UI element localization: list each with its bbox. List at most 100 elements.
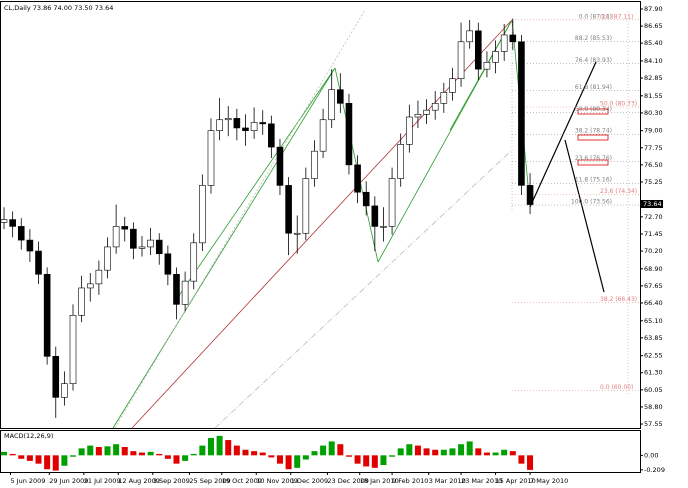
candle-body [406, 116, 413, 145]
fib-label: 61.8 (81.94) [575, 84, 612, 91]
x-tick-label: 7 May 2010 [530, 477, 568, 485]
candle-body [147, 239, 154, 248]
candle-body [69, 315, 77, 384]
x-tick-label: 10 Nov 2009 [256, 477, 298, 485]
histogram-bar [259, 452, 266, 456]
histogram-bar [328, 441, 335, 456]
histogram-bar [130, 451, 137, 456]
histogram-bar [501, 449, 508, 456]
candle-body [388, 178, 396, 227]
histogram-bar [371, 455, 378, 468]
dotted-line [114, 9, 366, 429]
y-tick-label: 79.00 [644, 127, 663, 135]
candle-body [61, 383, 68, 398]
candle-body [35, 250, 42, 275]
y-tick-label: 65.10 [644, 317, 663, 325]
fib-label: 38.2 (66.43) [600, 296, 637, 303]
projection-line [529, 61, 597, 208]
histogram-bar [199, 445, 206, 456]
candle-body [86, 283, 94, 289]
candle-body [181, 280, 189, 305]
y-tick-label: 62.55 [644, 352, 663, 360]
histogram-bar [509, 451, 516, 456]
candle-body [526, 185, 534, 205]
candle-body [276, 146, 284, 186]
histogram-bar [268, 455, 275, 458]
y-tick-label: 82.85 [644, 74, 663, 82]
histogram-bar [423, 448, 430, 456]
candle-body [492, 51, 499, 63]
y-tick-label: 58.80 [644, 403, 663, 411]
candle-body [302, 178, 310, 234]
candle-body [354, 164, 361, 193]
x-tick-label: 19 Oct 2009 [222, 477, 262, 485]
candle-body [250, 122, 258, 131]
histogram-bar [113, 444, 120, 456]
candle-body [9, 219, 16, 227]
histogram-bar [518, 455, 525, 464]
x-tick-label: 25 Sep 2009 [189, 477, 230, 485]
candle-body [337, 89, 344, 104]
x-tick-label: 29 Jun 2009 [49, 477, 88, 485]
fib-label: 11.8 (75.16) [575, 177, 612, 184]
x-tick-label: 15 Apr 2010 [496, 477, 536, 485]
y-tick-label: 76.50 [644, 161, 663, 169]
histogram-bar [406, 444, 413, 456]
candle-body [285, 185, 292, 234]
fib-label: 88.2 (85.53) [575, 35, 612, 42]
histogram-bar [475, 448, 482, 456]
histogram-bar [432, 449, 439, 456]
histogram-bar [26, 455, 33, 461]
histogram-bar [225, 440, 232, 456]
histogram-bar [492, 452, 499, 456]
trend-line [131, 19, 513, 429]
main-frame [0, 1, 641, 429]
histogram-bar [466, 441, 473, 456]
histogram-bar [380, 455, 387, 466]
candle-body [431, 103, 439, 111]
histogram-bar [156, 453, 163, 456]
candle-body [518, 41, 525, 186]
histogram-bar [233, 445, 240, 456]
candle-body [345, 103, 353, 166]
fib-label: 38.2 (78.74) [575, 128, 612, 135]
candle-body [500, 34, 508, 52]
candle-body [440, 92, 448, 104]
candle-body [233, 118, 241, 129]
y-tick-label: 72.70 [644, 213, 663, 221]
y-tick-label: 68.90 [644, 265, 663, 273]
x-tick-label: 23 Dec 2009 [327, 477, 369, 485]
x-tick-label: 12 Aug 2009 [118, 477, 160, 485]
histogram-bar [138, 452, 145, 456]
x-tick-label: 9 Feb 2010 [392, 477, 428, 485]
y-tick-label: 86.65 [644, 22, 663, 30]
candle-body [319, 119, 327, 152]
chart-title: CL,Daily 73.86 74.00 73.50 73.64 [4, 4, 113, 12]
fib-label: 23.6 (74.34) [600, 188, 637, 195]
candle-body [328, 89, 336, 121]
histogram-bar [483, 452, 490, 456]
candle-body [311, 150, 318, 179]
candle-body [173, 273, 180, 305]
y-tick-label: 75.25 [644, 178, 663, 186]
fib-label: 23.6 (76.76) [575, 155, 612, 162]
histogram-bar [363, 455, 370, 467]
histogram-bar [121, 446, 128, 456]
histogram-bar [320, 445, 327, 456]
candle-body [0, 219, 8, 223]
histogram-bar [44, 455, 51, 470]
target-box [577, 159, 609, 166]
fib-label: 0.0 (87.11) [579, 13, 612, 20]
y-tick-label: 60.05 [644, 386, 663, 394]
candle-body [121, 226, 129, 230]
histogram-bar [458, 444, 465, 456]
histogram-bar [414, 445, 421, 456]
candle-body [130, 228, 137, 249]
histogram-bar [276, 455, 283, 464]
indicator-name: MACD(12,26,9) [4, 432, 53, 440]
candle-body [155, 239, 163, 255]
candle-body [457, 41, 465, 80]
projection-line [564, 139, 605, 293]
histogram-bar [104, 446, 111, 456]
